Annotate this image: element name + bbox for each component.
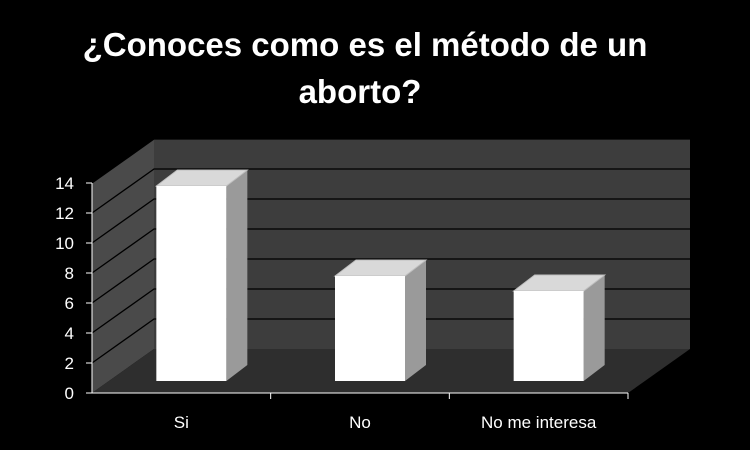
gridline xyxy=(91,228,690,274)
bar-side xyxy=(405,260,426,381)
chart-gridlines xyxy=(91,138,690,364)
bar-front xyxy=(156,186,227,381)
y-tick-label: 0 xyxy=(65,384,74,403)
gridline xyxy=(91,138,690,184)
chart-axes xyxy=(86,182,629,399)
y-tick-label: 4 xyxy=(65,324,74,343)
y-tick-label: 8 xyxy=(65,264,74,283)
x-axis-categories: Si No No me interesa xyxy=(174,413,597,432)
bar xyxy=(154,169,249,381)
y-tick-label: 14 xyxy=(55,174,74,193)
bar xyxy=(333,259,428,381)
gridline xyxy=(91,318,690,364)
y-tick-label: 12 xyxy=(55,204,74,223)
y-tick-label: 6 xyxy=(65,294,74,313)
y-axis-ticks: 0 2 4 6 8 10 12 14 xyxy=(55,174,74,403)
bar-side xyxy=(226,170,248,381)
chart-title-line-1: ¿Conoces como es el método de un xyxy=(83,26,648,63)
x-category-label: No xyxy=(349,413,371,432)
x-category-label: No me interesa xyxy=(481,413,597,432)
bar-front xyxy=(335,276,405,381)
bar-side xyxy=(583,275,605,381)
gridline xyxy=(91,288,690,334)
x-category-label: Si xyxy=(174,413,189,432)
chart-bars xyxy=(154,169,607,381)
chart-title-line-2: aborto? xyxy=(299,73,422,110)
bar-front xyxy=(513,291,584,381)
gridline xyxy=(91,168,690,214)
gridline xyxy=(91,198,690,244)
y-tick-label: 2 xyxy=(65,354,74,373)
gridline xyxy=(91,258,690,304)
y-tick-label: 10 xyxy=(55,234,74,253)
bar xyxy=(512,274,607,381)
